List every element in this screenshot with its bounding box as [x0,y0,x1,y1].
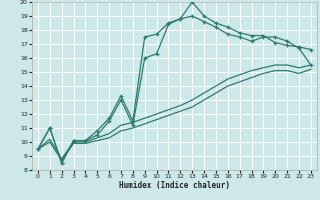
X-axis label: Humidex (Indice chaleur): Humidex (Indice chaleur) [119,181,230,190]
